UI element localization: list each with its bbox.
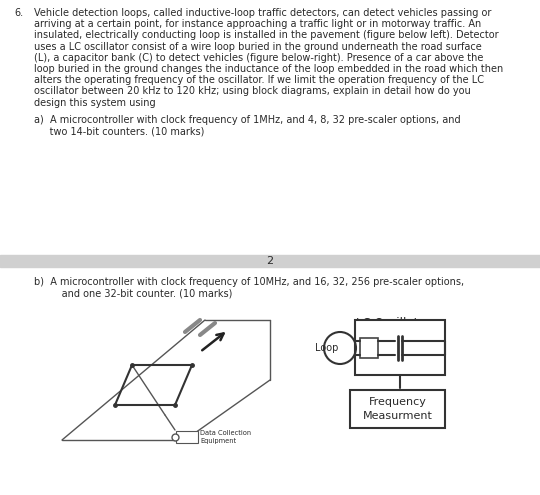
Text: 6.: 6. [14,8,23,18]
Text: design this system using: design this system using [34,98,156,107]
Text: (L), a capacitor bank (C) to detect vehicles (figure below-right). Presence of a: (L), a capacitor bank (C) to detect vehi… [34,53,483,63]
Text: LC Oscillator: LC Oscillator [356,317,430,330]
Text: Data Collection
Equipment: Data Collection Equipment [200,430,251,444]
Text: uses a LC oscillator consist of a wire loop buried in the ground underneath the : uses a LC oscillator consist of a wire l… [34,42,482,51]
Text: a)  A microcontroller with clock frequency of 1MHz, and 4, 8, 32 pre-scaler opti: a) A microcontroller with clock frequenc… [34,115,461,125]
Text: alters the operating frequency of the oscillator. If we limit the operation freq: alters the operating frequency of the os… [34,75,484,85]
Text: Frequency
Measurment: Frequency Measurment [362,397,433,421]
Text: insulated, electrically conducting loop is installed in the pavement (figure bel: insulated, electrically conducting loop … [34,30,498,41]
Bar [350,390,445,428]
Text: 2: 2 [266,256,274,266]
Text: loop buried in the ground changes the inductance of the loop embedded in the roa: loop buried in the ground changes the in… [34,64,503,74]
Bar [355,320,445,375]
Text: arriving at a certain point, for instance approaching a traffic light or in moto: arriving at a certain point, for instanc… [34,19,481,29]
Bar [360,338,378,358]
Text: and one 32-bit counter. (10 marks): and one 32-bit counter. (10 marks) [46,288,232,298]
Text: two 14-bit counters. (10 marks): two 14-bit counters. (10 marks) [34,126,204,136]
Text: Loop: Loop [315,343,339,353]
Text: b)  A microcontroller with clock frequency of 10MHz, and 16, 32, 256 pre-scaler : b) A microcontroller with clock frequenc… [34,277,464,287]
Bar [176,431,198,443]
Text: oscillator between 20 kHz to 120 kHz; using block diagrams, explain in detail ho: oscillator between 20 kHz to 120 kHz; us… [34,87,471,97]
Bar [0,255,540,267]
Text: Vehicle detection loops, called inductive-loop traffic detectors, can detect veh: Vehicle detection loops, called inductiv… [34,8,491,18]
